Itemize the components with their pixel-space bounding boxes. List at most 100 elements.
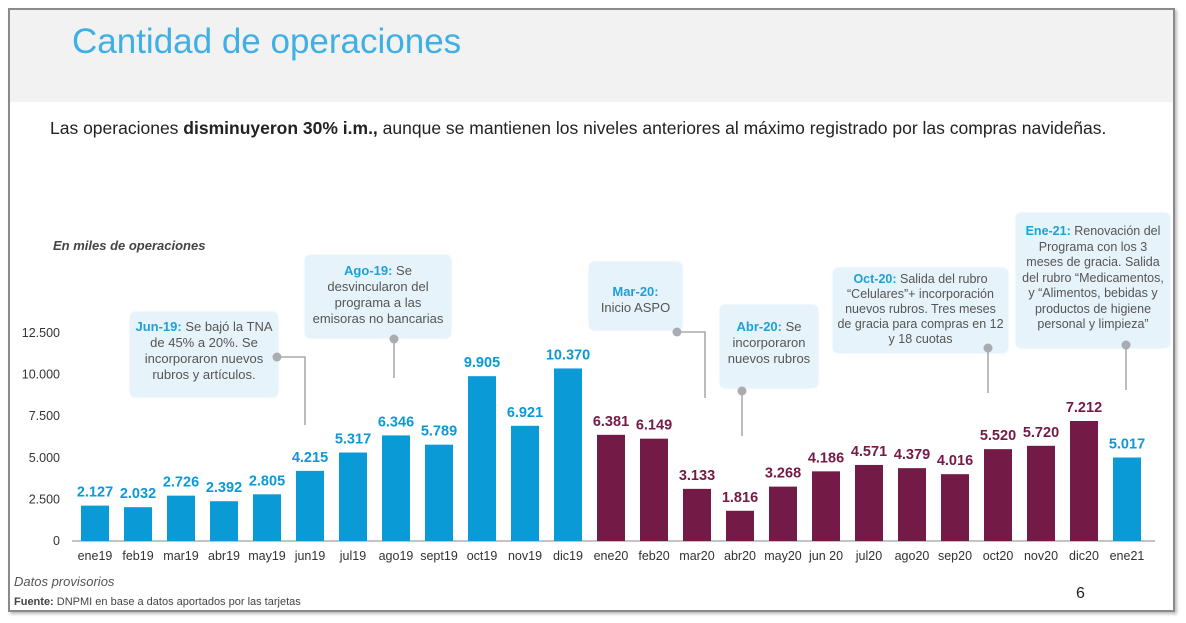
annotation-key: Mar-20: [612,284,659,299]
x-tick-label: ene20 [594,549,629,563]
annotation-text: Renovación del Programa con los 3 meses … [1022,224,1164,331]
annotation-key: Ene-21: [1025,224,1071,238]
bar [167,495,195,541]
x-tick-label: may20 [764,549,802,563]
bar [1070,420,1098,541]
annotation-key: Ago-19: [344,263,393,278]
x-tick-label: dic20 [1069,549,1099,563]
data-label: 1.816 [722,490,758,506]
annotation-key: Jun-19: [135,319,182,334]
x-tick-label: may19 [248,549,286,563]
bar [855,464,883,541]
annotation-text: Se incorporaron nuevos rubros [727,319,811,366]
bar [124,507,152,541]
annotation-oct20: Oct-20: Salida del rubro “Celulares”+ in… [833,268,1008,353]
bar [941,474,969,541]
bar [81,505,109,541]
x-tick-label: feb20 [638,549,669,563]
source-text: DNPMI en base a datos aportados por las … [53,596,301,608]
bar [898,468,926,541]
annotation-text: Inicio ASPO [600,300,671,315]
data-label: 5.789 [421,424,457,440]
data-label: 4.379 [894,447,930,463]
x-tick-label: mar19 [163,549,198,563]
bar [468,376,496,541]
annotation-ago19: Ago-19: Se desvincularon del programa a … [305,255,451,338]
y-axis-label: En miles de operaciones [53,238,206,253]
y-tick-label: 12.500 [22,326,60,340]
subtitle-pre: Las operaciones [50,118,184,138]
x-tick-label: jun19 [294,549,326,563]
bar [253,494,281,541]
data-label: 7.212 [1066,400,1102,416]
x-tick-label: jun 20 [808,549,843,563]
y-tick-label: 2.500 [29,492,60,506]
data-label: 4.186 [808,450,844,466]
subtitle-post: aunque se mantienen los niveles anterior… [377,118,1107,138]
x-tick-label: ago19 [379,549,414,563]
bar [554,368,582,541]
x-tick-label: oct19 [467,549,498,563]
x-tick-label: sep20 [938,549,972,563]
header-band [10,10,1173,102]
x-tick-label: dic19 [553,549,583,563]
data-label: 6.381 [593,414,629,430]
bar [296,470,324,541]
data-label: 2.127 [77,485,113,501]
data-label: 2.726 [163,475,199,491]
data-label: 6.149 [636,418,672,434]
x-tick-label: sept19 [420,549,458,563]
data-label: 5.317 [335,432,371,448]
data-label: 2.805 [249,473,285,489]
annotation-key: Oct-20: [853,272,897,286]
x-tick-label: ene21 [1110,549,1145,563]
source: Fuente: DNPMI en base a datos aportados … [14,596,301,608]
annotation-text: Se bajó la TNA de 45% a 20%. Se incorpor… [144,319,273,382]
y-tick-label: 10.000 [22,368,60,382]
provisional-note: Datos provisorios [14,574,115,589]
x-tick-label: abr20 [724,549,756,563]
bar [210,501,238,541]
bar [597,434,625,541]
subtitle: Las operaciones disminuyeron 30% i.m., a… [50,118,1106,139]
x-tick-label: jul20 [855,549,882,563]
x-tick-label: nov19 [508,549,542,563]
data-label: 6.921 [507,405,543,421]
x-tick-label: oct20 [983,549,1014,563]
bar [511,425,539,541]
data-label: 3.268 [765,466,801,482]
source-label: Fuente: [14,596,54,608]
subtitle-bold: disminuyeron 30% i.m., [183,118,378,138]
bar [640,438,668,541]
annotation-jun19: Jun-19: Se bajó la TNA de 45% a 20%. Se … [130,312,278,397]
x-tick-label: ene19 [78,549,113,563]
bar [769,486,797,541]
bar [683,488,711,541]
data-label: 4.571 [851,444,887,460]
data-label: 5.520 [980,428,1016,444]
data-label: 2.032 [120,486,156,502]
bar [425,444,453,541]
x-tick-label: ago20 [895,549,930,563]
annotation-key: Abr-20: [736,319,782,334]
data-label: 3.133 [679,468,715,484]
annotation-mar20: Mar-20: Inicio ASPO [589,262,682,330]
annotation-ene21: Ene-21: Renovación del Programa con los … [1016,213,1170,348]
x-tick-label: nov20 [1024,549,1058,563]
bar [1113,457,1141,541]
x-tick-label: abr19 [208,549,240,563]
annotation-abr20: Abr-20: Se incorporaron nuevos rubros [720,305,818,388]
data-label: 4.215 [292,450,328,466]
bar [382,435,410,541]
x-tick-label: jul19 [339,549,366,563]
bar [339,452,367,541]
y-tick-label: 5.000 [29,451,60,465]
page-title: Cantidad de operaciones [72,22,462,61]
bar [726,510,754,541]
x-tick-label: mar20 [679,549,714,563]
data-label: 10.370 [546,347,590,363]
data-label: 9.905 [464,355,500,371]
page-number: 6 [1076,585,1085,602]
data-label: 5.017 [1109,437,1145,453]
